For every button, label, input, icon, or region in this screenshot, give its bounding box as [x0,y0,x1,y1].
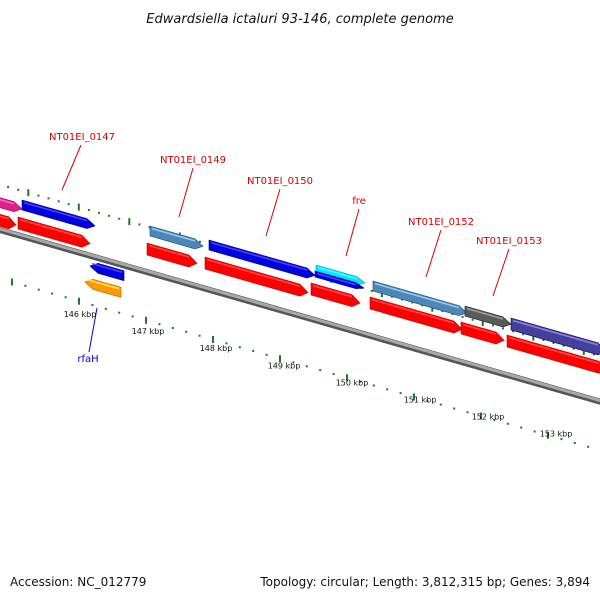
cds-feature[interactable] [369,296,463,334]
cds-feature[interactable] [204,256,309,297]
scale-label: 148 kbp [200,344,233,353]
gene-label-fre[interactable]: fre [352,196,366,207]
genome-summary-text: Topology: circular; Length: 3,812,315 bp… [259,575,590,589]
backbone-layer [0,226,600,405]
lower-tick-row [11,278,590,448]
label-leader-line [492,248,510,297]
accession-text: Accession: NC_012779 [10,575,146,589]
gene-feature-fre-blue[interactable] [314,270,365,290]
gene-feature-pink[interactable] [0,196,23,213]
gene-feature-NT01EI_0150[interactable] [208,239,316,279]
label-leader-line [425,229,442,278]
gene-label-nt01ei_0150[interactable]: NT01EI_0150 [247,176,313,187]
scale-label: 150 kbp [336,378,369,387]
genome-backbone [0,227,600,403]
label-leader-line [345,208,360,257]
gene-feature-grey[interactable] [464,305,512,328]
scale-labels: 146 kbp 147 kbp 148 kbp 149 kbp 150 kbp 151 k… [64,310,573,439]
cds-feature[interactable] [0,212,17,230]
gene-feature-NT01EI_0153[interactable] [510,317,600,356]
cds-feature[interactable] [146,242,198,268]
label-leader-line [178,167,194,218]
cds-feature[interactable] [506,334,600,374]
scale-label: 151 kbp [404,396,437,405]
gene-label-nt01ei_0152[interactable]: NT01EI_0152 [408,217,474,228]
scale-label: 146 kbp [64,310,97,319]
gene-feature-rfaH-orange[interactable] [84,278,122,298]
cds-feature[interactable] [310,282,361,308]
gene-feature-NT01EI_0147[interactable] [21,199,96,229]
scale-label: 147 kbp [132,327,165,336]
label-leader-line [265,188,281,237]
gene-label-nt01ei_0147[interactable]: NT01EI_0147 [49,132,115,143]
cds-feature[interactable] [460,321,505,345]
map-title: Edwardsiella ictaluri 93-146, complete g… [146,12,453,27]
gene-label-nt01ei_0149[interactable]: NT01EI_0149 [160,155,226,166]
label-leader-line [88,307,98,353]
gene-label-nt01ei_0153[interactable]: NT01EI_0153 [476,236,542,247]
gene-feature-NT01EI_0152[interactable] [372,280,468,316]
scale-label: 149 kbp [268,361,301,370]
feature-layer [0,196,600,374]
cds-feature[interactable] [17,216,91,248]
label-leader-line [61,144,82,191]
gene-feature-NT01EI_0149[interactable] [149,225,204,250]
gene-label-rfah[interactable]: rfaH [77,354,98,365]
scale-label: 153 kbp [540,430,573,439]
gene-feature-rfaH[interactable] [89,262,125,282]
scale-label: 152 kbp [472,413,505,422]
